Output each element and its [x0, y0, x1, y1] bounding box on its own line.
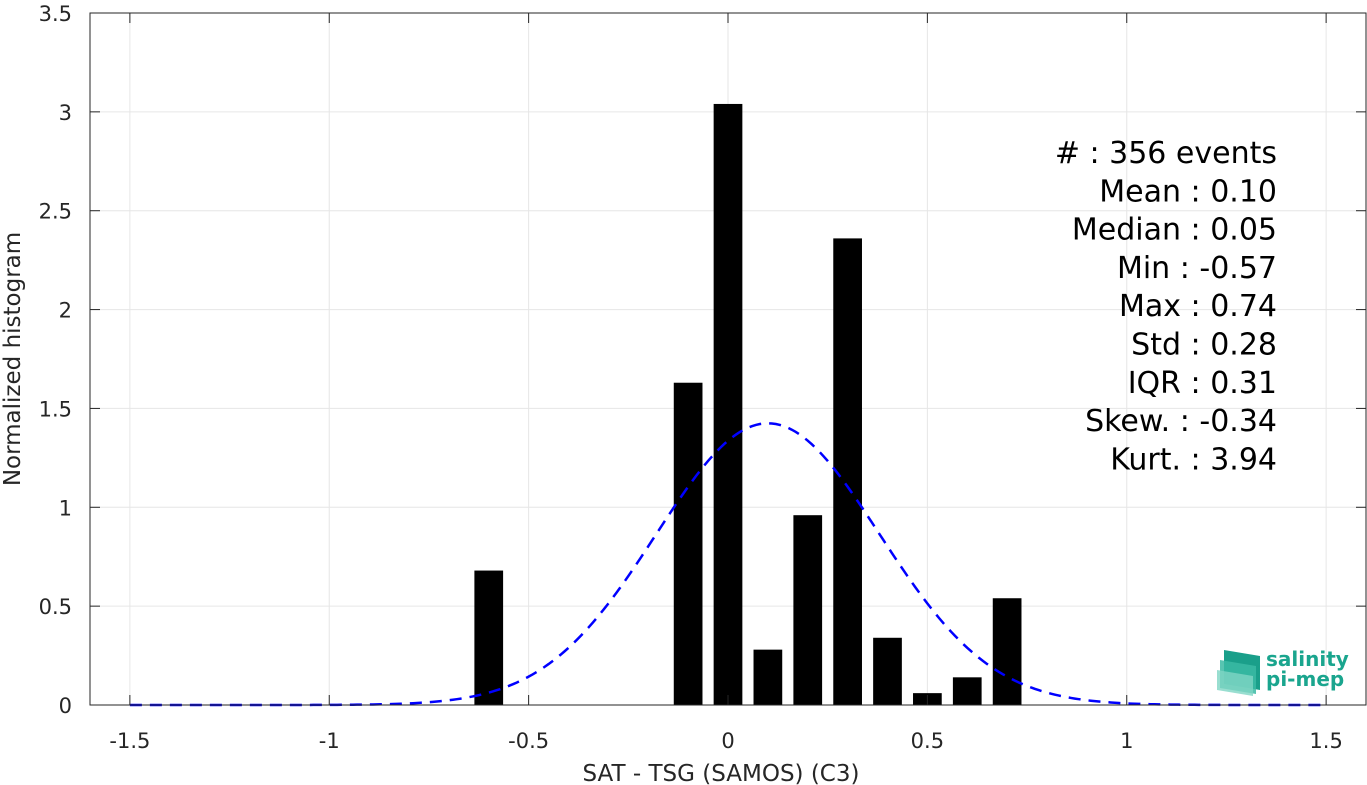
histogram-bar [992, 598, 1022, 705]
logo-line1: salinity [1266, 647, 1349, 671]
x-tick-label: 0 [721, 729, 734, 753]
stats-line: IQR : 0.31 [1128, 366, 1277, 401]
y-tick-label: 1.5 [39, 397, 72, 421]
axis-ticks [90, 12, 1366, 706]
y-tick-label: 2 [59, 299, 72, 323]
y-tick-label: 1 [59, 496, 72, 520]
histogram-bar [952, 677, 982, 705]
histogram-bar [673, 382, 703, 705]
x-tick-label: -1 [319, 729, 340, 753]
y-tick-label: 2.5 [39, 200, 72, 224]
stats-line: Mean : 0.10 [1099, 174, 1277, 209]
stats-line: Median : 0.05 [1072, 213, 1277, 248]
histogram-bar [474, 570, 504, 705]
y-tick-labels: 0 0.5 1 1.5 2 2.5 3 3.5 [39, 2, 72, 718]
histogram-bars [474, 103, 1022, 706]
stats-line: Std : 0.28 [1131, 328, 1277, 363]
histogram-bar [753, 649, 783, 705]
histogram-bar [873, 637, 902, 705]
stats-line: Min : -0.57 [1117, 251, 1277, 286]
wave-icon [1217, 650, 1260, 696]
x-axis-label: SAT - TSG (SAMOS) (C3) [583, 761, 860, 785]
y-axis-label: Normalized histogram [0, 232, 26, 486]
x-tick-label: 1 [1120, 729, 1133, 753]
y-tick-label: 0.5 [39, 595, 72, 619]
x-tick-label: -0.5 [508, 729, 549, 753]
x-tick-label: 0.5 [911, 729, 944, 753]
logo-line2: pi-mep [1266, 667, 1344, 691]
stats-line: Skew. : -0.34 [1085, 404, 1277, 439]
stats-line: Max : 0.74 [1119, 289, 1277, 324]
stats-line: # : 356 events [1055, 136, 1277, 171]
histogram-bar [793, 515, 823, 705]
stats-line: Kurt. : 3.94 [1110, 442, 1277, 477]
x-tick-label: 1.5 [1309, 729, 1342, 753]
histogram-bar [713, 103, 743, 706]
y-tick-label: 0 [59, 694, 72, 718]
x-tick-labels: -1.5 -1 -0.5 0 0.5 1 1.5 [109, 729, 1342, 753]
histogram-bar [833, 238, 862, 705]
salinity-pimep-logo: salinity pi-mep [1217, 647, 1349, 696]
x-tick-label: -1.5 [109, 729, 150, 753]
y-tick-label: 3 [59, 101, 72, 125]
y-tick-label: 3.5 [39, 2, 72, 26]
